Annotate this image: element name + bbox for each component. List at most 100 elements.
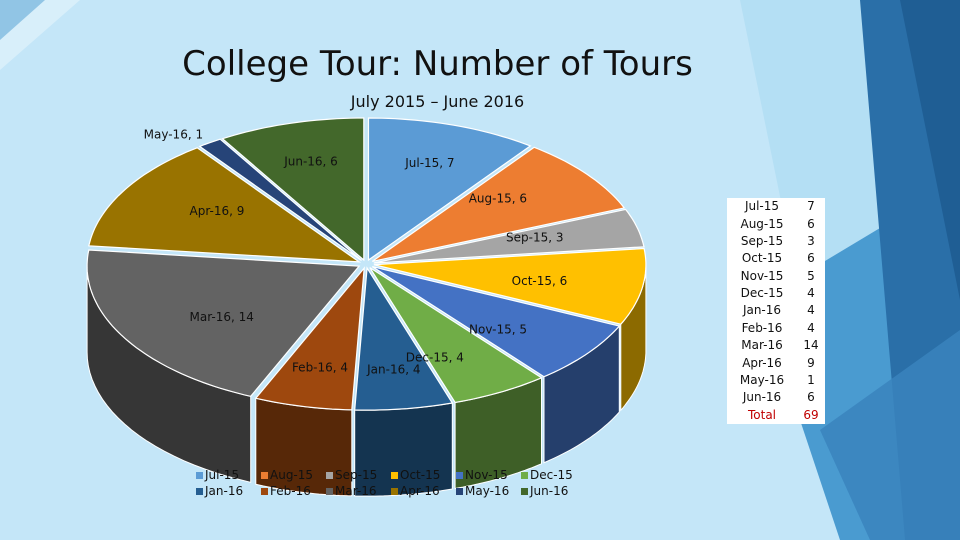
chart-title: College Tour: Number of Tours: [182, 44, 693, 84]
pie-slice: [373, 208, 645, 264]
legend-label: Dec-15: [530, 468, 573, 482]
data-label: Sep-15, 3: [506, 231, 563, 245]
table-value: 4: [807, 286, 815, 301]
legend-label: Aug-15: [270, 468, 314, 482]
total-label: Total: [747, 407, 777, 422]
table-row: Aug-15 6: [727, 215, 825, 232]
table-month: Feb-16: [741, 320, 783, 335]
legend-label: Apr-16: [400, 484, 440, 498]
legend-item: Apr-16: [391, 484, 456, 498]
legend-swatch: [261, 471, 268, 479]
pie-slice: [369, 267, 543, 404]
legend-item: Jul-15: [196, 468, 261, 482]
table-month: Apr-16: [742, 355, 782, 370]
legend-label: Jan-16: [205, 484, 244, 498]
legend-swatch: [521, 471, 528, 479]
table-value: 4: [807, 303, 815, 318]
legend-label: Jun-16: [530, 484, 569, 498]
legend-item: Sep-15: [326, 468, 391, 482]
legend-swatch: [326, 471, 333, 479]
legend-item: Dec-15: [521, 468, 586, 482]
legend-label: Jul-15: [205, 468, 240, 482]
data-label: Jan-16, 4: [366, 362, 420, 376]
table-month: Mar-16: [741, 338, 783, 353]
table-month: May-16: [739, 372, 785, 387]
table-value: 1: [807, 372, 815, 387]
data-label: Oct-15, 6: [512, 274, 568, 288]
table-row: Jan-16 4: [727, 302, 825, 319]
pie-slice: [354, 266, 454, 411]
total-value: 69: [803, 407, 819, 422]
data-label: Jul-15, 7: [404, 156, 454, 170]
legend-swatch: [196, 487, 203, 495]
legend-label: Nov-15: [465, 468, 508, 482]
legend-label: Feb-16: [270, 484, 311, 498]
chart-legend: Jul-15 Aug-15 Sep-15 Oct-15 Nov-15 Dec-15 Jan-…: [196, 468, 586, 498]
table-row: Oct-15 6: [727, 250, 825, 267]
legend-swatch: [456, 487, 463, 495]
table-month: Jul-15: [744, 199, 780, 214]
table-row: Nov-15 5: [727, 268, 825, 285]
pie-slice: [86, 249, 361, 397]
table-month: Sep-15: [740, 233, 784, 248]
legend-item: Nov-15: [456, 468, 521, 482]
legend-label: May-16: [465, 484, 510, 498]
table-month: Dec-15: [740, 286, 784, 301]
table-value: 3: [807, 233, 815, 248]
legend-item: Mar-16: [326, 484, 391, 498]
pie-slice: [221, 117, 365, 262]
table-month: Jun-16: [742, 390, 782, 405]
legend-item: May-16: [456, 484, 521, 498]
pie-slice: [373, 247, 647, 325]
data-label: Feb-16, 4: [292, 361, 348, 375]
pie-slice: [371, 146, 626, 262]
legend-swatch: [261, 487, 268, 495]
data-label: Nov-15, 5: [469, 322, 527, 336]
data-label: Apr-16, 9: [190, 204, 245, 218]
table-row: May-16 1: [727, 372, 825, 389]
legend-item: Aug-15: [261, 468, 326, 482]
data-label: Mar-16, 14: [190, 310, 254, 324]
legend-item: Oct-15: [391, 468, 456, 482]
chart-subtitle: July 2015 – June 2016: [350, 92, 525, 111]
data-label: May-16, 1: [144, 127, 203, 141]
legend-swatch: [196, 471, 203, 479]
table-month: Aug-15: [740, 216, 784, 231]
legend-item: Jun-16: [521, 484, 586, 498]
table-value: 4: [807, 320, 815, 335]
pie-slice: [371, 266, 621, 378]
legend-item: Jan-16: [196, 484, 261, 498]
table-row: Dec-15 4: [727, 285, 825, 302]
legend-swatch: [391, 471, 398, 479]
legend-label: Mar-16: [335, 484, 377, 498]
table-value: 7: [807, 199, 815, 214]
data-label: Aug-15, 6: [469, 192, 527, 206]
table-value: 6: [807, 390, 815, 405]
pie-slice: [198, 138, 362, 261]
legend-swatch: [456, 471, 463, 479]
table-row: Mar-16 14: [727, 337, 825, 354]
table-value: 5: [807, 268, 815, 283]
table-value: 9: [807, 355, 815, 370]
data-label: Jun-16, 6: [283, 155, 338, 169]
pie-slice: [367, 117, 532, 262]
legend-label: Oct-15: [400, 468, 441, 482]
data-label: Dec-15, 4: [406, 350, 464, 364]
table-row: Apr-16 9: [727, 354, 825, 371]
table-month: Jan-16: [742, 303, 782, 318]
pie-slice: [88, 147, 362, 263]
legend-swatch: [391, 487, 398, 495]
table-row: Feb-16 4: [727, 320, 825, 337]
pie-labels: Jul-15, 7 Aug-15, 6 Sep-15, 3 Oct-15, 6 Nov-…: [144, 127, 568, 376]
table-value: 6: [807, 251, 815, 266]
table-row: Jul-15 7: [727, 198, 825, 215]
table-row: Sep-15 3: [727, 233, 825, 250]
table-total-row: Total 69: [727, 407, 825, 424]
table-month: Nov-15: [740, 268, 784, 283]
table-month: Oct-15: [741, 251, 783, 266]
pie-slice: [254, 266, 365, 411]
legend-swatch: [521, 487, 528, 495]
table-value: 6: [807, 216, 815, 231]
data-table: Jul-15 7 Aug-15 6 Sep-15 3 Oct-15 6 Nov-15 5 Dec-1…: [727, 198, 825, 424]
